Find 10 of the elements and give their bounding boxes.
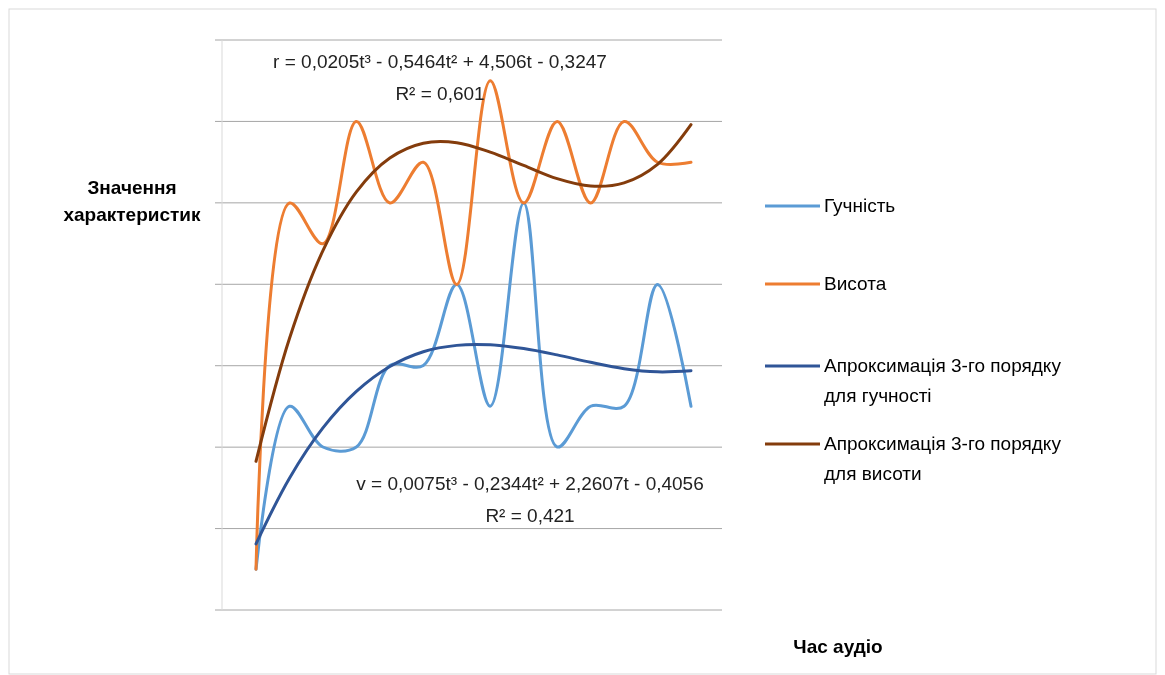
legend-label: Висота [824, 273, 887, 294]
legend-label: Гучність [824, 195, 896, 216]
text: r = 0,0205t³ - 0,5464t² + 4,506t - 0,3247 [273, 51, 607, 72]
legend-label: Апроксимація 3-го порядку для висоти [824, 433, 1062, 484]
annotation: R² = 0,421 [485, 505, 575, 526]
legend-label: Апроксимація 3-го порядку для гучності [824, 355, 1062, 406]
x-axis-title: Час аудіо [793, 636, 883, 657]
y-axis-title: Значення характеристик [63, 177, 201, 225]
annotation: v = 0,0075t³ - 0,2344t² + 2,2607t - 0,4056 [356, 473, 704, 494]
annotation: R² = 0,601 [395, 83, 485, 104]
